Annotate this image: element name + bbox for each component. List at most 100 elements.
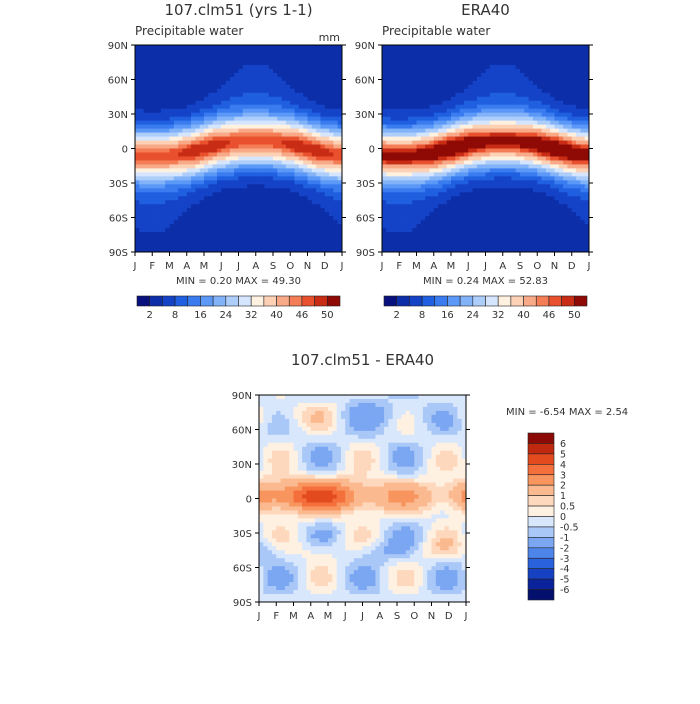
heatmap-cell [567, 45, 572, 49]
heatmap-cell [226, 188, 231, 192]
heatmap-cell [316, 109, 321, 113]
heatmap-cell [295, 73, 300, 77]
heatmap-cell [161, 216, 166, 220]
heatmap-cell [537, 208, 542, 212]
heatmap-cell [178, 204, 183, 208]
heatmap-cell [213, 69, 218, 73]
heatmap-cell [226, 45, 231, 49]
heatmap-cell [230, 113, 235, 117]
heatmap-cell [503, 200, 508, 204]
heatmap-cell [135, 77, 140, 81]
heatmap-cell [187, 129, 192, 133]
heatmap-cell [550, 77, 555, 81]
heatmap-cell [404, 145, 409, 149]
heatmap-cell [260, 97, 265, 101]
heatmap-cell [417, 45, 422, 49]
heatmap-cell [312, 93, 317, 97]
heatmap-cell [260, 93, 265, 97]
heatmap-cell [239, 152, 244, 156]
heatmap-cell [542, 53, 547, 57]
heatmap-cell [580, 208, 585, 212]
heatmap-cell [213, 232, 218, 236]
heatmap-cell [195, 61, 200, 65]
heatmap-cell [157, 168, 162, 172]
heatmap-cell [555, 145, 560, 149]
heatmap-cell [213, 188, 218, 192]
heatmap-cell [550, 145, 555, 149]
heatmap-cell [425, 196, 430, 200]
heatmap-cell [251, 145, 256, 149]
heatmap-cell [507, 192, 512, 196]
heatmap-cell [486, 73, 491, 77]
heatmap-cell [308, 176, 313, 180]
heatmap-cell [247, 93, 252, 97]
heatmap-cell [555, 168, 560, 172]
heatmap-cell [524, 200, 529, 204]
heatmap-cell [524, 93, 529, 97]
heatmap-cell [230, 53, 235, 57]
heatmap-cell [386, 188, 391, 192]
heatmap-cell [208, 164, 213, 168]
heatmap-cell [399, 168, 404, 172]
heatmap-cell [481, 224, 486, 228]
heatmap-cell [516, 156, 521, 160]
heatmap-cell [550, 164, 555, 168]
heatmap-cell [178, 212, 183, 216]
heatmap-cell [308, 200, 313, 204]
heatmap-cell [516, 220, 521, 224]
heatmap-cell [204, 156, 209, 160]
heatmap-cell [217, 113, 222, 117]
heatmap-cell [230, 57, 235, 61]
heatmap-cell [537, 129, 542, 133]
heatmap-cell [537, 133, 542, 137]
heatmap-cell [329, 69, 334, 73]
heatmap-cell [299, 57, 304, 61]
heatmap-cell [516, 49, 521, 53]
heatmap-cell [404, 204, 409, 208]
heatmap-cell [425, 93, 430, 97]
heatmap-cell [399, 149, 404, 153]
heatmap-cell [580, 160, 585, 164]
heatmap-cell [498, 45, 503, 49]
heatmap-cell [269, 49, 274, 53]
heatmap-cell [333, 101, 338, 105]
y-tick-label: 60N [108, 76, 128, 87]
heatmap-cell [486, 61, 491, 65]
heatmap-cell [473, 117, 478, 121]
heatmap-cell [473, 168, 478, 172]
heatmap-cell [286, 97, 291, 101]
heatmap-cell [421, 77, 426, 81]
heatmap-cell [494, 164, 499, 168]
heatmap-cell [182, 129, 187, 133]
heatmap-cell [580, 196, 585, 200]
heatmap-cell [537, 212, 542, 216]
heatmap-cell [208, 224, 213, 228]
heatmap-cell [542, 141, 547, 145]
heatmap-cell [251, 232, 256, 236]
heatmap-cell [477, 105, 482, 109]
heatmap-cell [451, 125, 456, 129]
heatmap-cell [464, 113, 469, 117]
heatmap-cell [221, 149, 226, 153]
heatmap-cell [226, 65, 231, 69]
heatmap-cell [247, 81, 252, 85]
heatmap-cell [572, 97, 577, 101]
heatmap-cell [572, 57, 577, 61]
heatmap-cell [438, 244, 443, 248]
heatmap-cell [464, 129, 469, 133]
heatmap-cell [174, 224, 179, 228]
heatmap-cell [221, 125, 226, 129]
y-tick-label: 0 [122, 145, 128, 156]
heatmap-cell [290, 113, 295, 117]
heatmap-cell [144, 129, 149, 133]
heatmap-cell [494, 204, 499, 208]
heatmap-cell [524, 196, 529, 200]
heatmap-cell [468, 85, 473, 89]
heatmap-cell [498, 192, 503, 196]
heatmap-cell [429, 172, 434, 176]
heatmap-cell [217, 45, 222, 49]
heatmap-cell [516, 57, 521, 61]
heatmap-cell [481, 160, 486, 164]
heatmap-cell [507, 200, 512, 204]
heatmap-cell [417, 232, 422, 236]
